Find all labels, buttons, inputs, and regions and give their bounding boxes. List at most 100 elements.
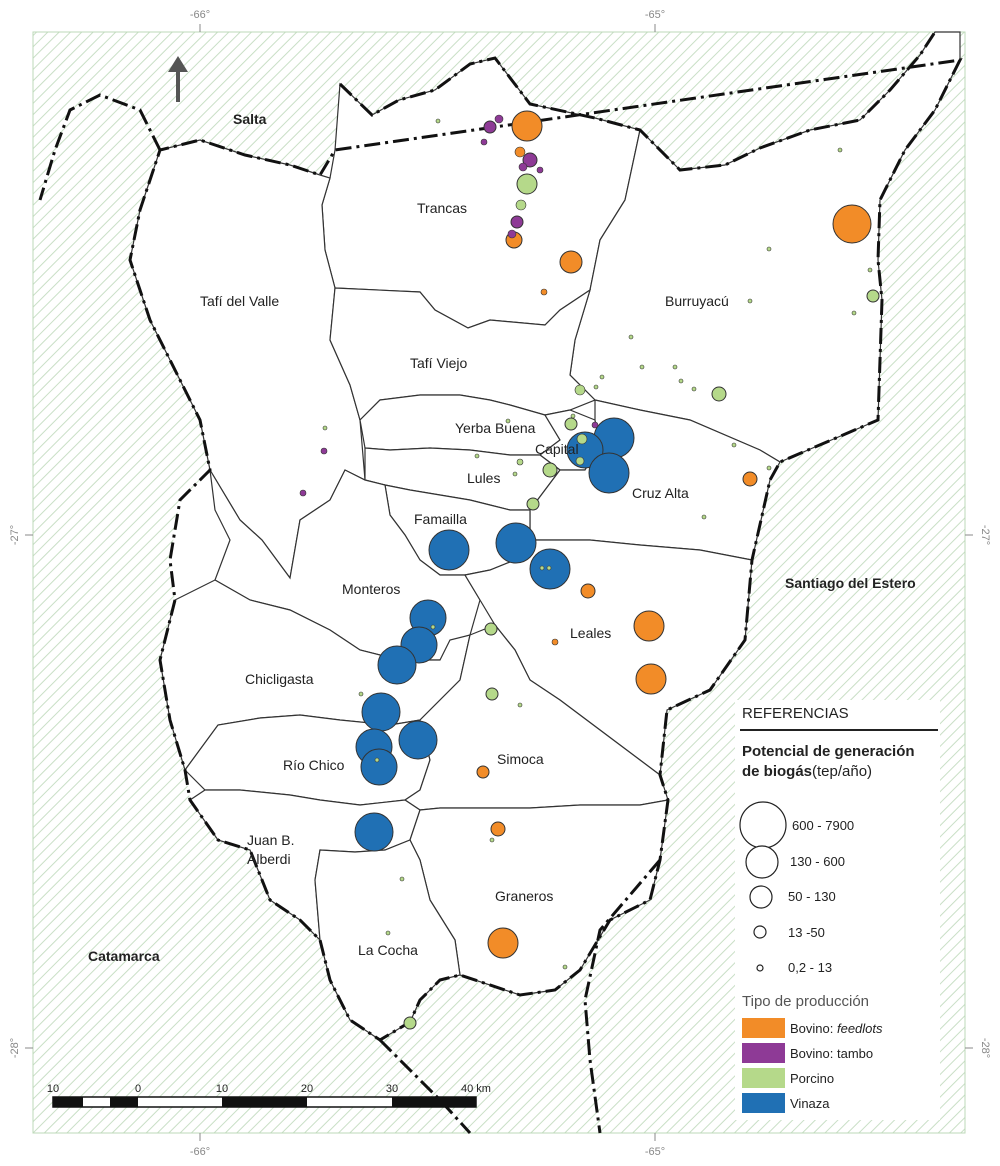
legend-type-label-tambo: Bovino: tambo xyxy=(790,1046,873,1061)
scale-bar-label: 10 xyxy=(216,1083,228,1095)
dept-label-rio-chico: Río Chico xyxy=(283,757,345,773)
point-feedlot xyxy=(476,765,490,779)
point-feedlot xyxy=(551,638,559,646)
point-tambo xyxy=(510,215,524,229)
production-points xyxy=(299,110,880,1030)
legend-swatch-tambo xyxy=(742,1043,785,1063)
point-feedlot xyxy=(511,110,543,142)
legend-type-feedlot-main: Bovino: xyxy=(790,1021,837,1036)
region-label-santiago: Santiago del Estero xyxy=(785,575,916,591)
dept-label-la-cocha: La Cocha xyxy=(358,942,418,958)
dept-label-juan-b: Juan B. xyxy=(247,832,294,848)
dept-label-leales: Leales xyxy=(570,625,611,641)
legend-potential-line2: de biogás(tep/año) xyxy=(742,763,872,780)
dept-label-monteros: Monteros xyxy=(342,581,400,597)
legend-type-label-porcino: Porcino xyxy=(790,1071,834,1086)
point-porcino xyxy=(374,757,380,763)
province-boundary xyxy=(128,31,963,1042)
point-porcino xyxy=(691,386,697,392)
point-tambo xyxy=(591,421,599,429)
legend-size-circle xyxy=(753,925,767,939)
legend-size-circle xyxy=(756,964,764,972)
point-tambo xyxy=(507,229,517,239)
point-porcino xyxy=(672,364,678,370)
point-feedlot xyxy=(635,663,667,695)
point-feedlot xyxy=(514,146,526,158)
scale-bar-segment xyxy=(222,1097,307,1107)
dept-label-famailla: Famailla xyxy=(414,511,467,527)
dept-label-chicligasta: Chicligasta xyxy=(245,671,314,687)
point-porcino xyxy=(489,837,495,843)
point-vinaza xyxy=(566,431,604,469)
dept-label-capital: Capital xyxy=(535,441,579,457)
legend-size-circle xyxy=(745,845,779,879)
region-labels: Salta Santiago del Estero Catamarca xyxy=(88,111,916,964)
point-porcino xyxy=(766,246,772,252)
point-feedlot xyxy=(742,471,758,487)
point-feedlot xyxy=(580,583,596,599)
scale-bar: 10 0 10 20 30 40 km xyxy=(47,1083,491,1108)
point-tambo xyxy=(299,489,307,497)
point-porcino xyxy=(564,417,578,431)
point-porcino xyxy=(322,425,328,431)
point-vinaza xyxy=(377,645,417,685)
scale-bar-label: 40 km xyxy=(461,1083,491,1095)
legend-size-label: 0,2 - 13 xyxy=(788,960,832,975)
point-vinaza xyxy=(360,748,398,786)
point-vinaza xyxy=(495,522,537,564)
region-label-salta: Salta xyxy=(233,111,267,127)
point-tambo xyxy=(536,166,544,174)
legend-size-circle xyxy=(749,885,773,909)
north-arrow-icon xyxy=(168,56,188,102)
point-porcino xyxy=(399,876,405,882)
point-tambo xyxy=(320,447,328,455)
point-feedlot xyxy=(487,927,519,959)
legend: REFERENCIAS Potencial de generación de b… xyxy=(735,700,940,1120)
legend-type-title: Tipo de producción xyxy=(742,993,869,1010)
scale-bar-segment xyxy=(392,1097,476,1107)
point-porcino xyxy=(516,458,524,466)
scale-bar-label: 0 xyxy=(135,1083,141,1095)
point-porcino xyxy=(505,418,511,424)
point-feedlot xyxy=(559,250,583,274)
dept-label-lules: Lules xyxy=(467,470,500,486)
point-vinaza xyxy=(588,452,630,494)
point-porcino xyxy=(516,173,538,195)
point-porcino xyxy=(512,471,518,477)
legend-potential-line2-text: de biogás xyxy=(742,763,812,780)
legend-title: REFERENCIAS xyxy=(742,705,849,722)
point-porcino xyxy=(701,514,707,520)
santiago-boundary xyxy=(583,859,662,1134)
legend-swatch-porcino xyxy=(742,1068,785,1088)
scale-bar-label: 10 xyxy=(47,1083,59,1095)
point-tambo xyxy=(522,152,538,168)
point-porcino xyxy=(546,565,552,571)
grid-left-top: -27° xyxy=(9,525,21,545)
point-porcino xyxy=(711,386,727,402)
point-porcino xyxy=(539,565,545,571)
point-porcino xyxy=(562,964,568,970)
point-porcino xyxy=(678,378,684,384)
point-tambo xyxy=(480,138,488,146)
point-porcino xyxy=(385,930,391,936)
point-porcino xyxy=(731,442,737,448)
point-feedlot xyxy=(540,288,548,296)
departments xyxy=(129,31,961,1041)
point-porcino xyxy=(517,702,523,708)
point-porcino xyxy=(515,199,527,211)
grid-bottom-right: -65° xyxy=(645,1146,665,1158)
point-porcino xyxy=(542,462,558,478)
point-porcino xyxy=(866,289,880,303)
point-porcino xyxy=(358,691,364,697)
point-vinaza xyxy=(398,720,438,760)
scale-bar-label: 30 xyxy=(386,1083,398,1095)
point-porcino xyxy=(593,384,599,390)
point-porcino xyxy=(570,413,576,419)
dept-label-burruyacu: Burruyacú xyxy=(665,293,729,309)
department-labels: Trancas Burruyacú Tafí del Valle Tafí Vi… xyxy=(200,200,729,958)
legend-size-label: 13 -50 xyxy=(788,925,825,940)
legend-potential-line1: Potencial de generación xyxy=(742,743,915,760)
legend-size-circle xyxy=(739,801,787,849)
point-porcino xyxy=(867,267,873,273)
